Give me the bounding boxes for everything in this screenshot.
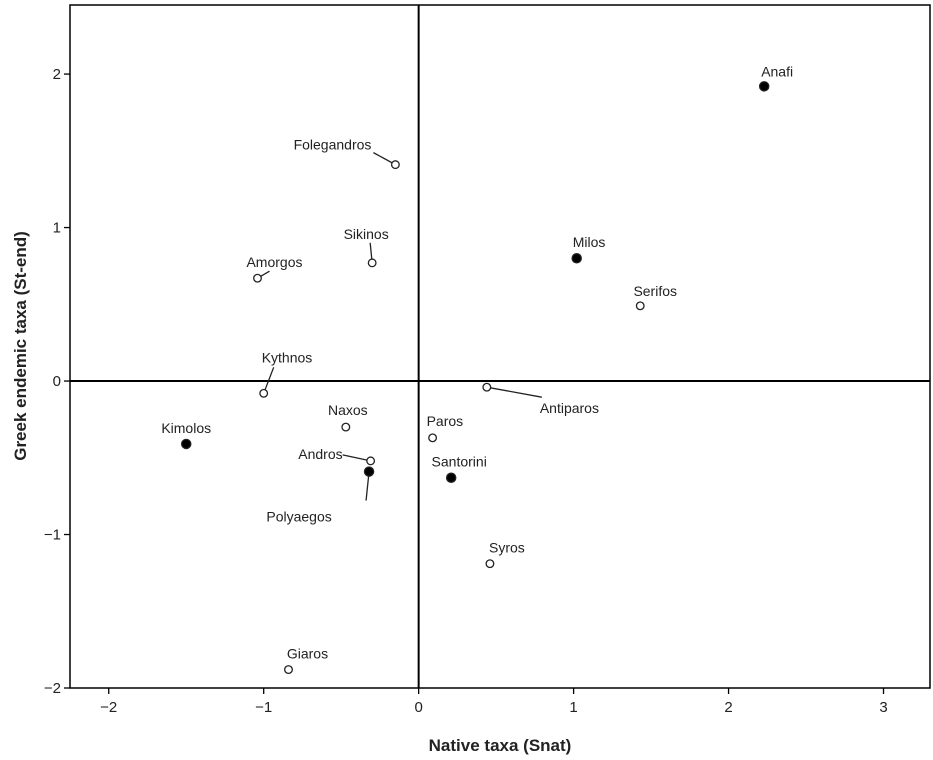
open-point bbox=[341, 422, 351, 432]
point-label: Sikinos bbox=[344, 226, 389, 242]
point-label: Syros bbox=[489, 540, 525, 556]
filled-point bbox=[180, 438, 192, 450]
point-label: Naxos bbox=[328, 402, 368, 418]
x-tick-label: 1 bbox=[569, 699, 577, 716]
open-point bbox=[635, 301, 645, 311]
point-label: Serifos bbox=[633, 283, 677, 299]
point-label: Amorgos bbox=[246, 254, 302, 270]
y-tick-label: 0 bbox=[53, 373, 61, 390]
open-point bbox=[485, 559, 495, 569]
point-label: Polyaegos bbox=[266, 509, 331, 525]
open-point bbox=[367, 258, 377, 268]
open-point bbox=[284, 665, 293, 675]
point-label: Paros bbox=[427, 413, 464, 429]
point-label: Milos bbox=[573, 234, 606, 250]
open-point bbox=[253, 273, 262, 283]
leader-line bbox=[486, 386, 542, 398]
filled-point bbox=[758, 81, 770, 92]
x-tick-label: 3 bbox=[879, 699, 887, 716]
open-point bbox=[366, 456, 376, 466]
open-point bbox=[428, 433, 438, 443]
reference-lines bbox=[70, 5, 930, 688]
point-label: Folegandros bbox=[294, 137, 372, 153]
x-tick-label: 0 bbox=[414, 699, 422, 716]
leader-line bbox=[263, 367, 275, 394]
data-points bbox=[180, 81, 770, 675]
point-label: Anafi bbox=[761, 63, 793, 79]
point-label: Kimolos bbox=[161, 420, 211, 436]
point-label: Andros bbox=[298, 446, 342, 462]
x-tick-label: −2 bbox=[100, 699, 117, 716]
plot-frame bbox=[69, 4, 931, 689]
filled-point bbox=[445, 472, 457, 483]
open-point bbox=[482, 382, 492, 392]
x-tick-label: −1 bbox=[255, 699, 272, 716]
open-point bbox=[259, 388, 269, 398]
y-tick-label: −2 bbox=[44, 680, 61, 697]
y-axis-title: Greek endemic taxa (St-end) bbox=[11, 231, 30, 461]
open-point bbox=[390, 160, 400, 170]
y-tick-label: −1 bbox=[44, 527, 61, 544]
x-axis-title: Native taxa (Snat) bbox=[429, 736, 572, 755]
x-tick-label: 2 bbox=[724, 699, 732, 716]
filled-point bbox=[363, 466, 375, 477]
filled-point bbox=[571, 252, 582, 264]
y-tick-label: 1 bbox=[53, 220, 61, 237]
point-label: Giaros bbox=[287, 646, 328, 662]
point-label: Kythnos bbox=[262, 349, 313, 365]
leader-line bbox=[342, 454, 371, 462]
point-label: Antiparos bbox=[540, 400, 599, 416]
axis-ticks: −2 −1 0 1 2 3 −2 −1 0 1 2 bbox=[44, 66, 888, 716]
data-labels: Anafi Folegandros Milos Sikinos Amorgos Serif… bbox=[161, 63, 793, 661]
point-label: Santorini bbox=[432, 454, 487, 470]
y-tick-label: 2 bbox=[53, 66, 61, 83]
